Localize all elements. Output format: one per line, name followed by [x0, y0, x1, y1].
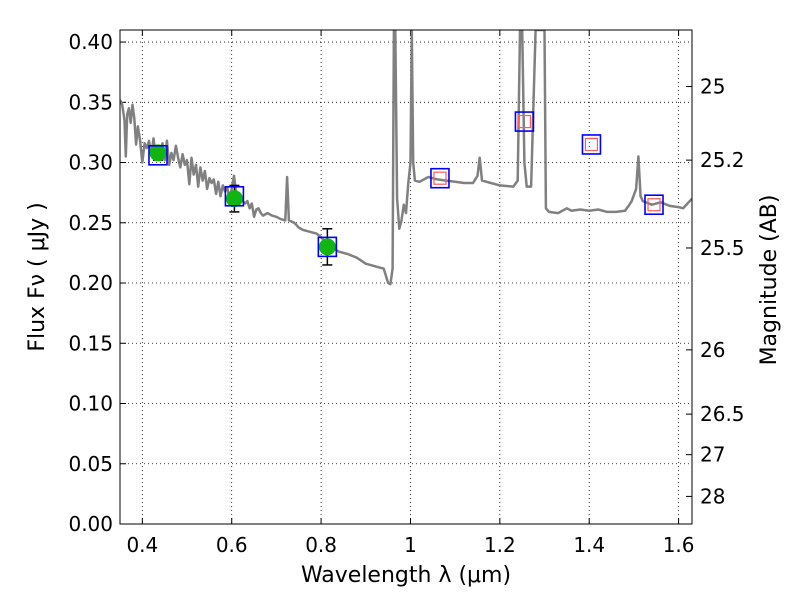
- model-flux-box: [224, 185, 245, 207]
- spectrum-line: [120, 30, 692, 286]
- x-tick-label: 1.6: [663, 533, 695, 557]
- y-tick-label: 0.05: [68, 452, 113, 476]
- upper-limit-marker: [647, 198, 661, 212]
- model-flux-box: [644, 194, 664, 216]
- y-tick-label: 0.40: [68, 30, 113, 54]
- model-flux-box: [430, 167, 450, 189]
- y2-tick-label: 26: [700, 338, 725, 362]
- x-tick-label: 1.2: [484, 533, 516, 557]
- y-tick-label: 0.35: [68, 90, 113, 114]
- y2-tick-label: 25: [700, 75, 725, 99]
- x-tick-label: 1.4: [573, 533, 605, 557]
- upper-limit-marker: [433, 171, 447, 185]
- upper-limit-marker: [584, 137, 599, 152]
- x-tick-label: 0.4: [126, 533, 158, 557]
- y2-tick-label: 28: [700, 484, 725, 508]
- y-tick-label: 0.30: [68, 151, 113, 175]
- y-tick-label: 0.10: [68, 392, 113, 416]
- x-tick-label: 1: [404, 533, 417, 557]
- y2-tick-label: 27: [700, 443, 725, 467]
- observed-flux-point: [149, 144, 167, 162]
- y2-axis-label: Magnitude (AB): [757, 195, 782, 366]
- y2-tick-label: 26.5: [700, 402, 745, 426]
- observed-flux-point: [225, 190, 243, 208]
- y-axis-label: Flux Fν ( μJy ): [25, 202, 50, 351]
- x-tick-label: 0.8: [305, 533, 337, 557]
- model-flux-box: [317, 236, 338, 258]
- plot-frame: [119, 29, 693, 525]
- y2-tick-label: 25.5: [700, 236, 745, 260]
- observed-flux-point: [318, 238, 336, 256]
- upper-limit-marker: [517, 114, 532, 129]
- model-flux-box: [581, 134, 602, 155]
- x-tick-label: 0.6: [216, 533, 248, 557]
- y-tick-label: 0.00: [68, 512, 113, 536]
- y2-tick-label: 25.2: [700, 148, 745, 172]
- data-marks: [148, 111, 664, 266]
- model-flux-box: [514, 111, 535, 132]
- model-flux-box: [148, 145, 168, 166]
- axis-ticks: 0.4 0.6 0.8 1 1.2 1.4 1.6 0.00 0.05 0.10 0.15 0.20 0…: [68, 30, 745, 557]
- y-tick-label: 0.25: [68, 211, 113, 235]
- y-tick-label: 0.20: [68, 271, 113, 295]
- x-axis-label: Wavelength λ (μm): [301, 563, 511, 588]
- y-tick-label: 0.15: [68, 331, 113, 355]
- grid: [120, 30, 692, 525]
